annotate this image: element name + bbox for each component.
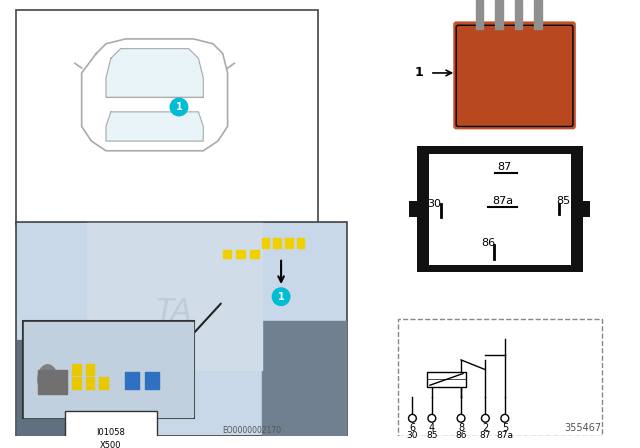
Bar [534, 0, 542, 29]
Bar [86, 364, 94, 375]
Polygon shape [106, 112, 204, 141]
Polygon shape [106, 49, 204, 97]
Bar [223, 250, 232, 258]
Bar [17, 223, 346, 435]
Text: 87a: 87a [497, 431, 513, 440]
Circle shape [408, 414, 416, 422]
Bar [580, 201, 591, 217]
Bar [72, 377, 81, 389]
Text: 30: 30 [427, 199, 441, 209]
FancyBboxPatch shape [23, 321, 193, 418]
Text: 1: 1 [278, 292, 284, 302]
Circle shape [428, 414, 436, 422]
Polygon shape [38, 370, 67, 394]
Text: 5: 5 [502, 423, 508, 433]
Text: 87: 87 [498, 162, 512, 172]
Bar [285, 238, 292, 248]
Text: 355467: 355467 [564, 423, 601, 433]
Bar [410, 201, 419, 217]
Text: 85: 85 [426, 431, 438, 440]
Circle shape [501, 414, 509, 422]
Polygon shape [17, 340, 86, 435]
Text: 86: 86 [481, 238, 495, 248]
Text: 2: 2 [483, 423, 488, 433]
Text: 1: 1 [415, 66, 424, 79]
Bar [250, 250, 259, 258]
Ellipse shape [38, 365, 58, 394]
Bar [495, 0, 503, 29]
Bar [17, 222, 348, 436]
Bar [99, 377, 108, 389]
Text: 4: 4 [429, 423, 435, 433]
Bar [72, 364, 81, 375]
Text: 6: 6 [410, 423, 415, 433]
Bar [515, 0, 522, 29]
Bar [417, 146, 582, 272]
Text: EO0000002170: EO0000002170 [222, 426, 282, 435]
Bar [297, 238, 305, 248]
FancyBboxPatch shape [453, 22, 576, 129]
FancyBboxPatch shape [456, 25, 573, 126]
Bar [273, 238, 281, 248]
Text: X500: X500 [100, 441, 122, 448]
Circle shape [481, 414, 489, 422]
Bar [17, 10, 318, 224]
Text: 86: 86 [455, 431, 467, 440]
Bar [476, 0, 483, 29]
Polygon shape [24, 322, 193, 418]
Bar [145, 371, 159, 389]
Bar [398, 319, 602, 436]
Polygon shape [86, 223, 262, 370]
Bar [86, 377, 94, 389]
Text: 1: 1 [175, 102, 182, 112]
Bar [262, 238, 269, 248]
Polygon shape [262, 321, 346, 435]
Text: 87a: 87a [492, 196, 513, 207]
Bar [125, 371, 139, 389]
Circle shape [273, 288, 290, 306]
Text: 8: 8 [458, 423, 464, 433]
Text: 85: 85 [556, 196, 570, 207]
Bar [427, 371, 466, 387]
Text: 30: 30 [406, 431, 418, 440]
Bar [236, 250, 245, 258]
Text: TA: TA [156, 297, 193, 326]
Text: 87: 87 [479, 431, 491, 440]
FancyBboxPatch shape [65, 411, 157, 448]
Text: I01058: I01058 [97, 428, 125, 437]
Circle shape [457, 414, 465, 422]
Circle shape [170, 98, 188, 116]
Bar [429, 154, 571, 265]
